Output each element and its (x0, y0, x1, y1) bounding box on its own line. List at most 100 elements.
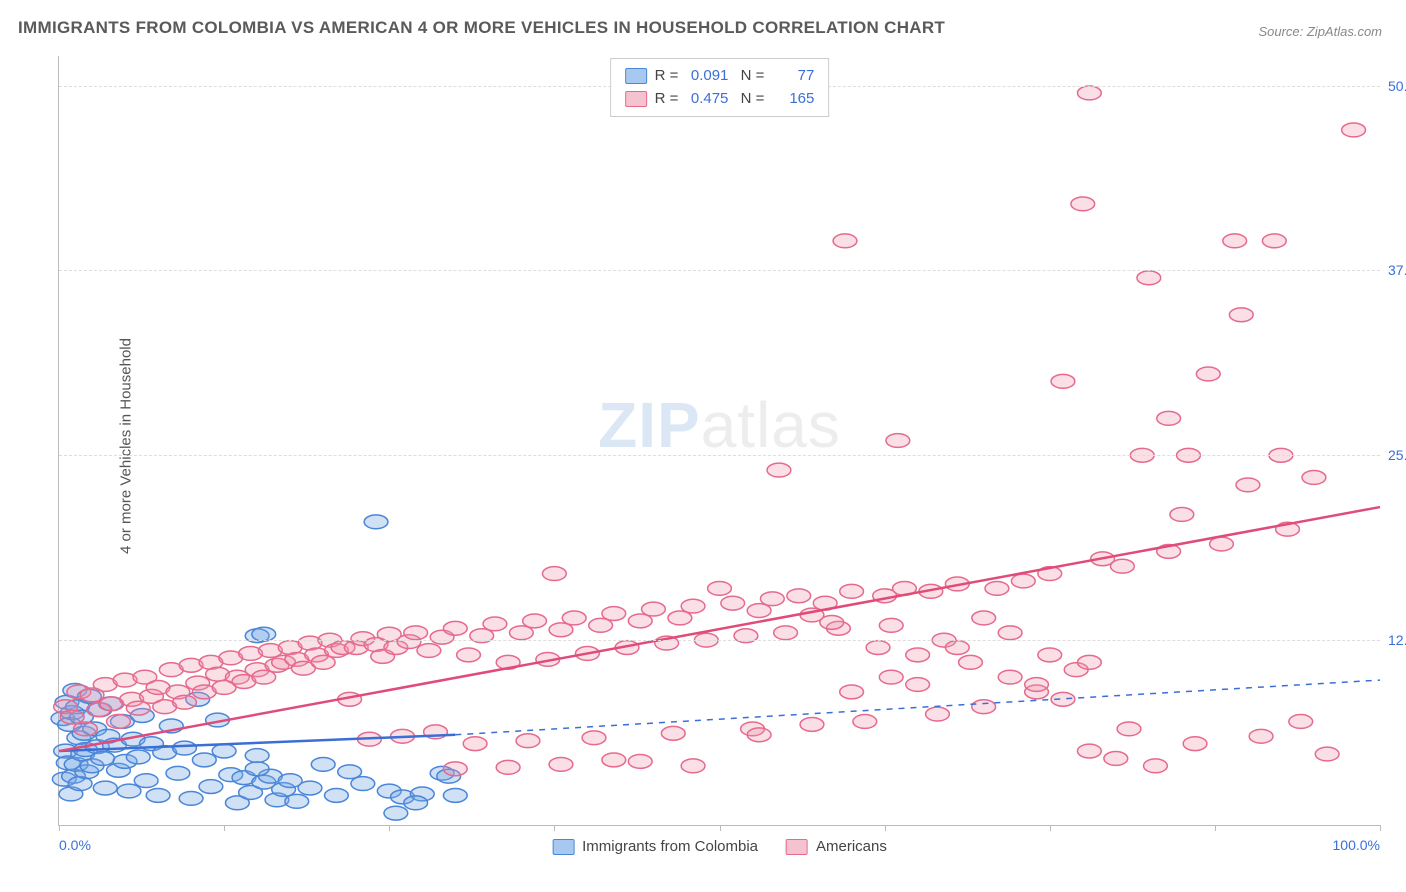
scatter-point-colombia (192, 753, 216, 767)
chart-title: IMMIGRANTS FROM COLOMBIA VS AMERICAN 4 O… (18, 18, 945, 38)
scatter-point-americans (1117, 722, 1141, 736)
scatter-point-americans (1157, 411, 1181, 425)
legend-swatch-americans (625, 91, 647, 107)
scatter-point-americans (681, 599, 705, 613)
x-tick (1215, 825, 1216, 831)
scatter-point-americans (721, 596, 745, 610)
scatter-point-americans (602, 753, 626, 767)
r-value-colombia: 0.091 (686, 65, 728, 88)
scatter-point-americans (107, 715, 131, 729)
scatter-point-americans (1038, 648, 1062, 662)
scatter-point-americans (747, 728, 771, 742)
scatter-point-americans (1077, 655, 1101, 669)
scatter-point-americans (516, 734, 540, 748)
legend-row-colombia: R = 0.091 N = 77 (625, 65, 815, 88)
x-tick (1380, 825, 1381, 831)
scatter-point-americans (853, 715, 877, 729)
r-label: R = (655, 65, 679, 88)
scatter-point-americans (774, 626, 798, 640)
scatter-point-americans (542, 567, 566, 581)
scatter-point-colombia (179, 791, 203, 805)
scatter-point-americans (972, 611, 996, 625)
y-tick-label: 37.5% (1382, 262, 1406, 278)
scatter-point-colombia (325, 789, 349, 803)
scatter-point-colombia (199, 780, 223, 794)
scatter-point-americans (1025, 678, 1049, 692)
legend-bottom: Immigrants from Colombia Americans (552, 838, 887, 855)
scatter-point-colombia (245, 762, 269, 776)
scatter-point-americans (443, 621, 467, 635)
scatter-point-colombia (166, 766, 190, 780)
n-label: N = (736, 88, 764, 111)
scatter-point-colombia (285, 794, 309, 808)
scatter-point-americans (1289, 715, 1313, 729)
scatter-point-americans (1249, 729, 1273, 743)
scatter-point-americans (1071, 197, 1095, 211)
x-tick (1050, 825, 1051, 831)
scatter-point-americans (1011, 574, 1035, 588)
scatter-point-colombia (351, 777, 375, 791)
scatter-point-americans (1196, 367, 1220, 381)
scatter-point-americans (906, 648, 930, 662)
scatter-point-americans (840, 685, 864, 699)
scatter-point-americans (443, 762, 467, 776)
scatter-point-americans (1183, 737, 1207, 751)
scatter-point-colombia (93, 781, 117, 795)
scatter-point-americans (642, 602, 666, 616)
scatter-point-americans (1104, 752, 1128, 766)
scatter-point-americans (1229, 308, 1253, 322)
scatter-point-colombia (245, 749, 269, 763)
legend-swatch-colombia (625, 68, 647, 84)
scatter-point-colombia (298, 781, 322, 795)
scatter-point-americans (1111, 559, 1135, 573)
scatter-point-americans (1302, 471, 1326, 485)
scatter-point-americans (404, 626, 428, 640)
scatter-point-americans (1223, 234, 1247, 248)
scatter-point-colombia (126, 750, 150, 764)
scatter-point-colombia (212, 744, 236, 758)
gridline (59, 455, 1380, 456)
chart-svg (59, 56, 1380, 825)
scatter-point-americans (1170, 508, 1194, 522)
legend-swatch-americans (786, 839, 808, 855)
n-value-colombia: 77 (772, 65, 814, 88)
scatter-point-americans (1315, 747, 1339, 761)
scatter-point-americans (879, 670, 903, 684)
x-tick (885, 825, 886, 831)
scatter-point-americans (833, 234, 857, 248)
scatter-point-colombia (311, 757, 335, 771)
scatter-point-colombia (173, 741, 197, 755)
source-label: Source: ZipAtlas.com (1258, 24, 1382, 39)
y-tick-label: 25.0% (1382, 447, 1406, 463)
legend-swatch-colombia (552, 839, 574, 855)
scatter-point-colombia (134, 774, 158, 788)
legend-item-americans: Americans (786, 838, 887, 855)
x-axis-min-label: 0.0% (59, 837, 91, 853)
scatter-point-americans (886, 434, 910, 448)
gridline (59, 640, 1380, 641)
scatter-point-americans (602, 607, 626, 621)
legend-item-colombia: Immigrants from Colombia (552, 838, 758, 855)
scatter-point-americans (483, 617, 507, 631)
x-tick (59, 825, 60, 831)
scatter-point-americans (866, 641, 890, 655)
x-tick (224, 825, 225, 831)
legend-label-colombia: Immigrants from Colombia (582, 838, 758, 855)
scatter-point-americans (820, 615, 844, 629)
scatter-point-americans (1137, 271, 1161, 285)
scatter-point-americans (74, 722, 98, 736)
y-tick-label: 12.5% (1382, 632, 1406, 648)
scatter-point-colombia (117, 784, 141, 798)
scatter-point-americans (1210, 537, 1234, 551)
scatter-point-americans (906, 678, 930, 692)
scatter-point-americans (1342, 123, 1366, 137)
legend-row-americans: R = 0.475 N = 165 (625, 88, 815, 111)
n-value-americans: 165 (772, 88, 814, 111)
scatter-point-americans (1077, 744, 1101, 758)
gridline (59, 270, 1380, 271)
scatter-point-colombia (252, 627, 276, 641)
plot-area: ZIPatlas R = 0.091 N = 77 R = 0.475 N = … (58, 56, 1380, 826)
x-axis-max-label: 100.0% (1333, 837, 1380, 853)
scatter-point-americans (708, 581, 732, 595)
scatter-point-americans (945, 641, 969, 655)
